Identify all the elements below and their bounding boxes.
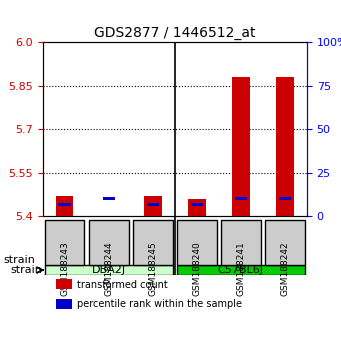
FancyBboxPatch shape xyxy=(177,265,305,275)
Text: GSM188244: GSM188244 xyxy=(104,241,113,296)
Text: C57BL6J: C57BL6J xyxy=(218,265,264,275)
Text: GSM188242: GSM188242 xyxy=(280,241,290,296)
FancyBboxPatch shape xyxy=(89,220,129,265)
Bar xyxy=(188,199,206,216)
FancyBboxPatch shape xyxy=(221,220,261,265)
FancyBboxPatch shape xyxy=(265,220,305,265)
FancyBboxPatch shape xyxy=(45,220,85,265)
Bar xyxy=(59,202,71,206)
Bar xyxy=(56,279,72,289)
Bar xyxy=(235,197,247,200)
Bar xyxy=(279,197,291,200)
Text: GSM188245: GSM188245 xyxy=(148,241,157,296)
Text: GSM188240: GSM188240 xyxy=(192,241,201,296)
Text: percentile rank within the sample: percentile rank within the sample xyxy=(77,299,242,309)
Bar xyxy=(232,77,250,216)
FancyBboxPatch shape xyxy=(45,265,173,275)
FancyBboxPatch shape xyxy=(177,220,217,265)
Text: strain: strain xyxy=(3,255,35,265)
Text: GSM188241: GSM188241 xyxy=(236,241,245,296)
Text: strain: strain xyxy=(11,265,43,275)
FancyBboxPatch shape xyxy=(133,220,173,265)
Text: transformed count: transformed count xyxy=(77,280,168,290)
Title: GDS2877 / 1446512_at: GDS2877 / 1446512_at xyxy=(94,26,255,40)
Bar xyxy=(103,197,115,200)
Bar xyxy=(56,299,72,309)
Bar xyxy=(56,196,73,216)
Bar xyxy=(147,202,159,206)
Text: GSM188243: GSM188243 xyxy=(60,241,69,296)
Bar xyxy=(191,202,203,206)
Bar xyxy=(144,196,162,216)
Text: DBA2J: DBA2J xyxy=(92,265,126,275)
Bar xyxy=(276,77,294,216)
